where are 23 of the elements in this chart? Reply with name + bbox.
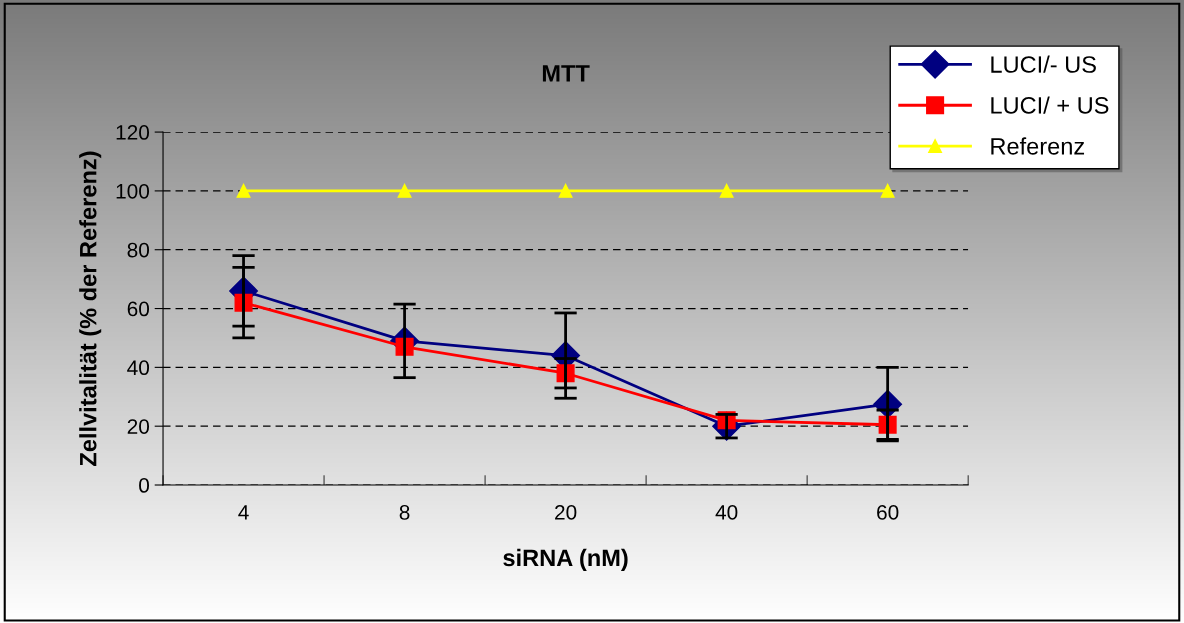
x-tick-label: 20	[555, 505, 577, 520]
legend-label: LUCI/ + US	[991, 96, 1109, 114]
point	[397, 183, 412, 198]
x-tick-label: 60	[877, 505, 899, 520]
y-tick-label: 120	[116, 125, 150, 140]
legend-label: LUCI/- US	[991, 55, 1096, 73]
point	[719, 183, 734, 198]
chart-title: MTT	[542, 65, 590, 82]
x-axis-title: siRNA (nM)	[503, 548, 628, 571]
x-tick-label: 4	[238, 505, 249, 520]
x-tick-label: 8	[399, 505, 410, 520]
legend-label: Referenz	[991, 137, 1085, 155]
point	[880, 183, 895, 198]
point	[236, 183, 251, 198]
y-axis-title: Zellvitalität (% der Referenz)	[79, 151, 102, 466]
y-tick-label: 100	[116, 183, 150, 199]
y-tick-label: 20	[127, 419, 150, 434]
x-tick-label: 40	[715, 505, 738, 520]
point	[558, 183, 573, 198]
y-tick-label: 80	[127, 242, 150, 258]
y-tick-label: 0	[139, 478, 150, 493]
y-tick-label: 60	[127, 301, 150, 317]
y-tick-label: 40	[127, 360, 150, 376]
